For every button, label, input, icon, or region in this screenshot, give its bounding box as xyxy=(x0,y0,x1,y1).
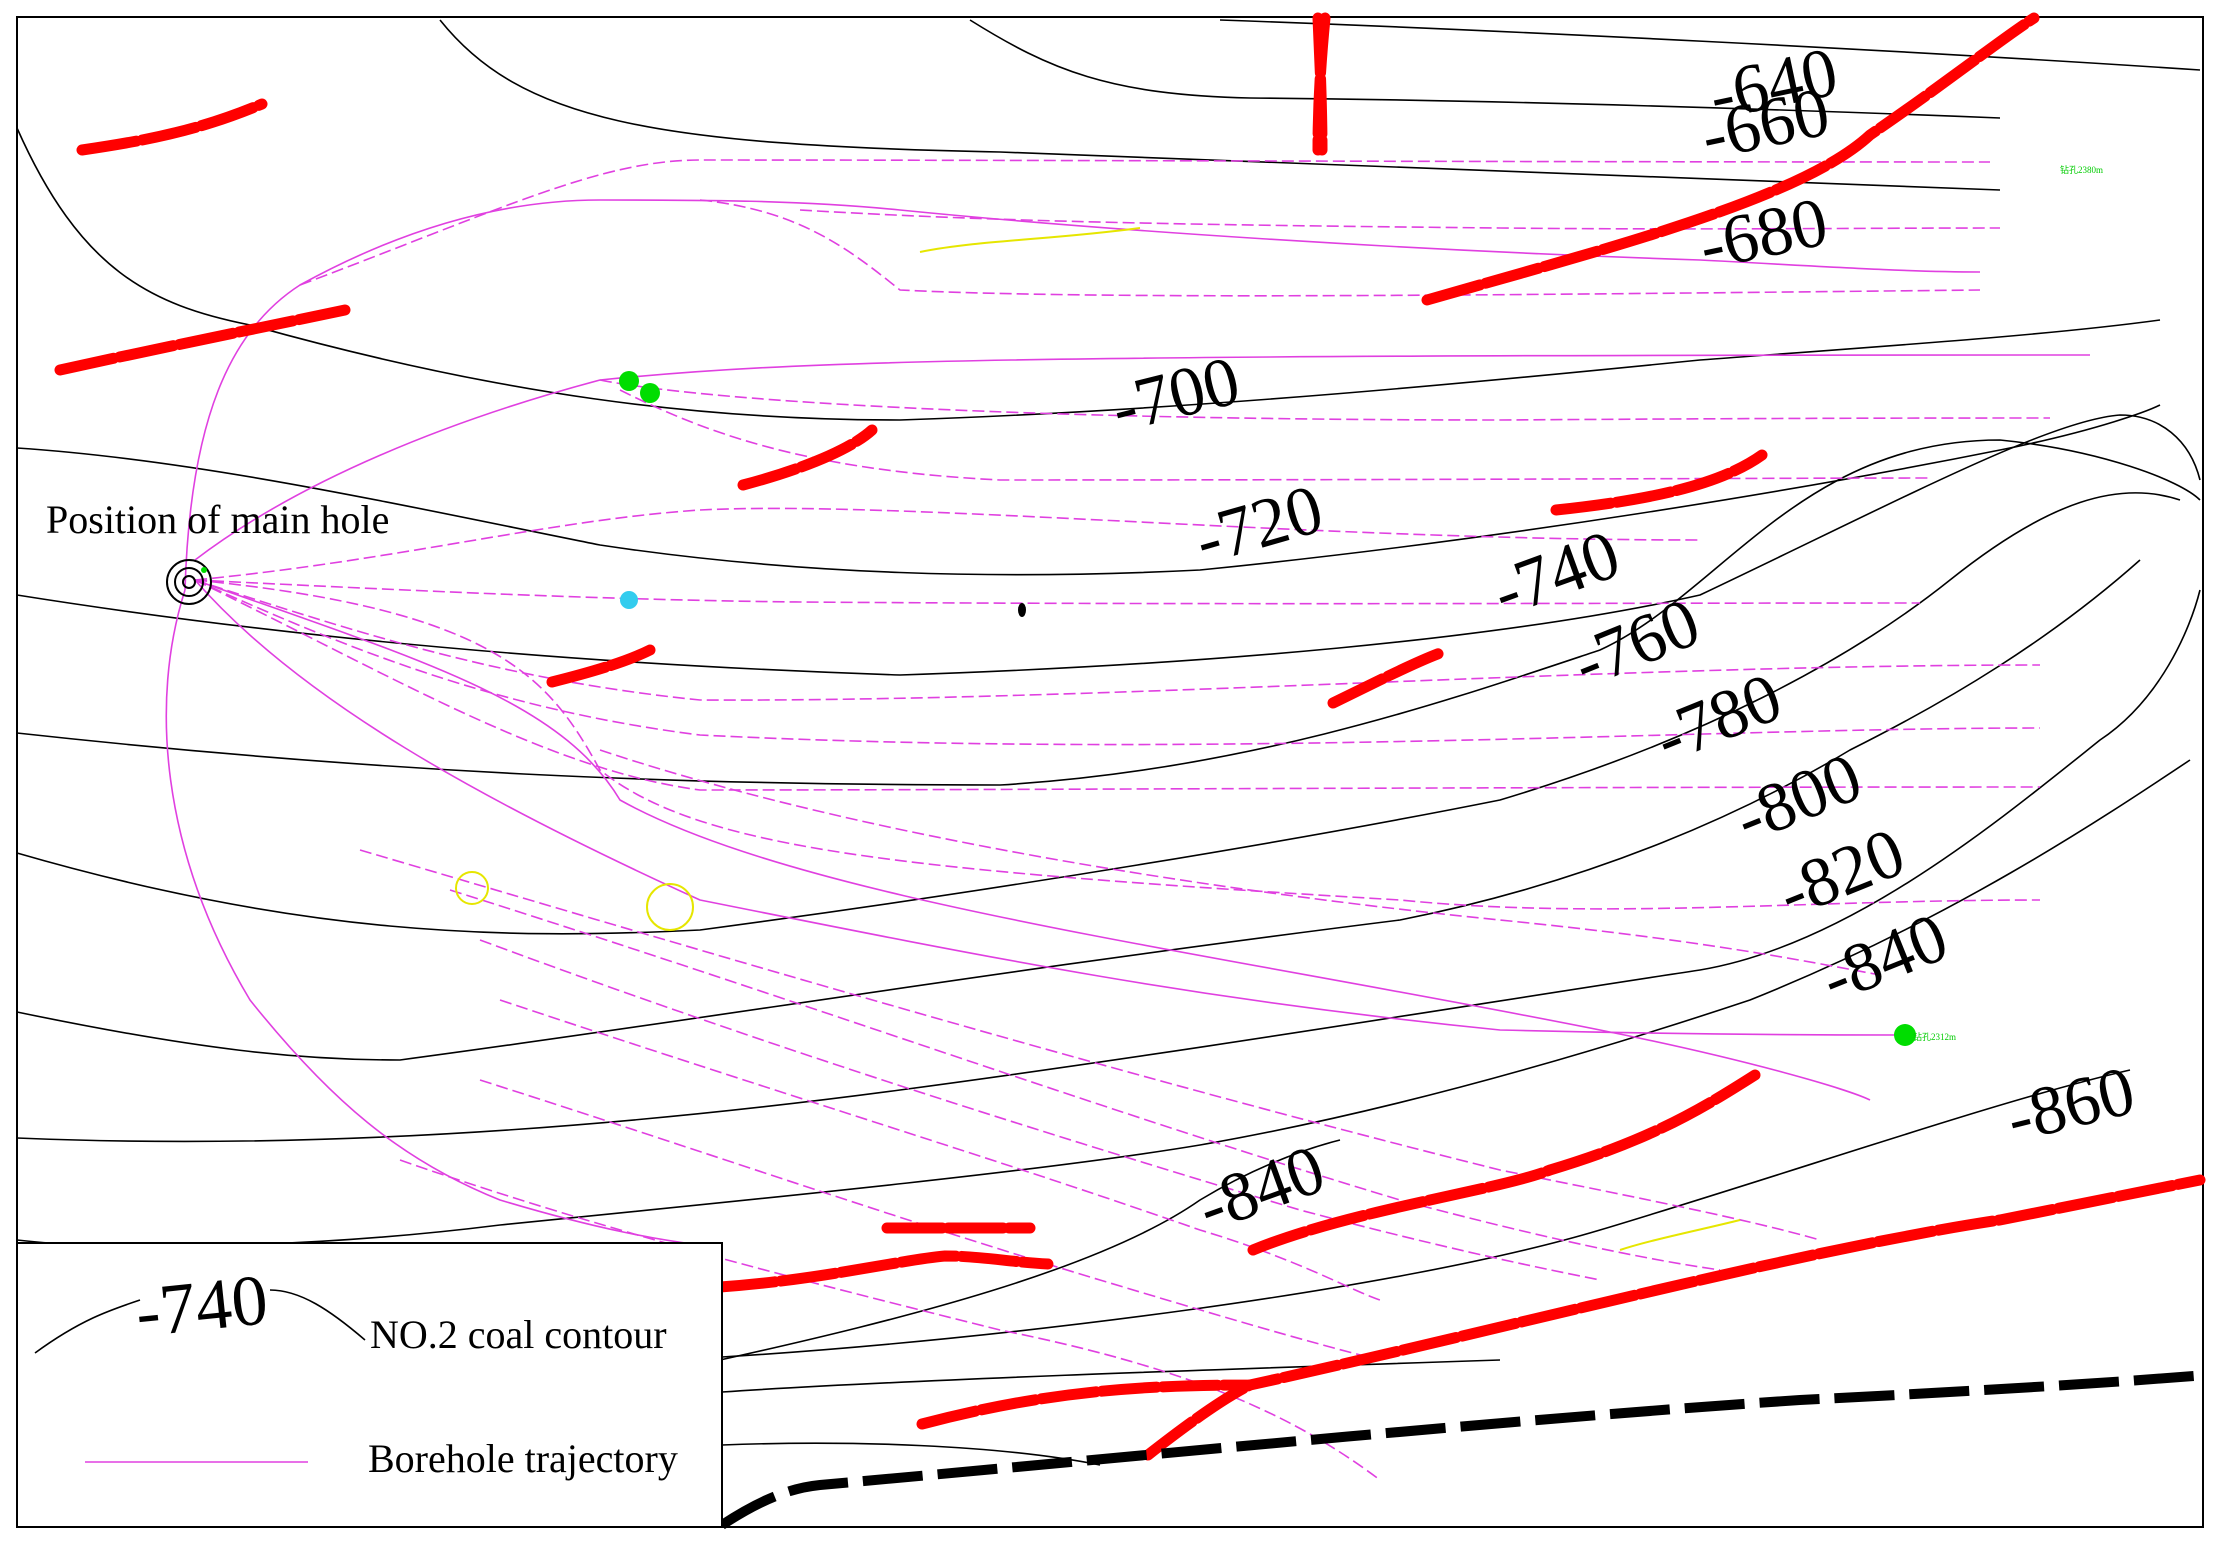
borehole-trajectory xyxy=(299,159,1991,286)
borehole-trajectory xyxy=(165,589,701,1246)
contour-line-760 xyxy=(16,439,2201,786)
green-point-marker xyxy=(1894,1024,1916,1046)
fault-line xyxy=(54,304,351,376)
contour-line-780 xyxy=(16,491,2181,935)
legend-contour-value: -740 xyxy=(132,1259,272,1352)
borehole-trajectory xyxy=(194,579,1901,1036)
contour-line-640 xyxy=(1219,19,2201,71)
fault-line xyxy=(1247,1069,1761,1256)
contour-line-840 xyxy=(16,759,2191,1248)
yellow-circle xyxy=(455,871,489,905)
contour-lines xyxy=(16,19,2201,1466)
borehole-trajectory xyxy=(184,199,1981,591)
borehole-trajectory xyxy=(599,379,2051,421)
legend-contour-label: NO.2 coal contour xyxy=(370,1312,667,1357)
borehole-trajectory xyxy=(449,889,1721,1271)
yellow-circle xyxy=(646,883,694,931)
main-hole-label: Position of main hole xyxy=(46,497,389,542)
borehole-trajectory xyxy=(194,579,2041,791)
yellow-trace xyxy=(1619,1219,1741,1251)
borehole-trajectory xyxy=(479,939,1601,1281)
borehole-trajectory xyxy=(194,507,1701,581)
fault-line xyxy=(1550,449,1768,516)
fault-line xyxy=(1312,12,1331,156)
contour-line-720 xyxy=(16,404,2161,576)
main-hole-marker xyxy=(166,559,212,605)
fault-lines xyxy=(54,12,2206,1461)
borehole-trajectory xyxy=(499,999,1381,1301)
fault-line xyxy=(916,1174,2206,1430)
fault-line xyxy=(1327,646,1449,709)
borehole-trajectories xyxy=(165,159,2091,1481)
cyan-point-marker xyxy=(620,591,638,609)
contour-line-820 xyxy=(16,589,2201,1143)
borehole-trajectory xyxy=(194,579,2041,746)
green-point-marker xyxy=(619,371,639,391)
borehole-trajectory xyxy=(194,579,1871,1101)
fault-line xyxy=(76,98,268,156)
green-point-marker xyxy=(640,383,660,403)
borehole-trajectory xyxy=(399,1159,1381,1481)
fault-line xyxy=(737,424,878,491)
contour-line-700 xyxy=(16,127,2161,421)
borehole-trajectory xyxy=(619,389,1931,481)
contour-line-840-lower xyxy=(719,1139,1341,1361)
small-tag: 钻孔2312m xyxy=(1913,1031,1956,1042)
contour-line-680 xyxy=(439,19,2001,191)
contour-line-800 xyxy=(16,559,2141,1061)
contour-line-660 xyxy=(969,19,2001,119)
borehole-trajectory xyxy=(194,579,2041,910)
borehole-trajectory xyxy=(359,849,1821,1241)
fault-line xyxy=(1142,1379,1256,1461)
contour-line-900 xyxy=(721,1442,1101,1466)
legend-box xyxy=(16,1242,723,1528)
contour-line-880 xyxy=(721,1359,1501,1393)
legend: -740 NO.2 coal contour Borehole trajecto… xyxy=(16,1242,723,1528)
borehole-trajectory xyxy=(599,749,1881,976)
legend-contour-line xyxy=(34,1289,366,1354)
yellow-trace xyxy=(919,227,1141,253)
fault-line xyxy=(714,1250,1054,1293)
borehole-trajectory xyxy=(699,199,1981,297)
small-tag: 钻孔2380m xyxy=(2060,164,2103,175)
fault-line xyxy=(1421,12,2040,306)
point-markers xyxy=(619,371,1916,1046)
borehole-trajectory xyxy=(799,209,2001,230)
borehole-trajectory xyxy=(194,354,2091,561)
borehole-trajectory xyxy=(194,579,1921,605)
yellow-features xyxy=(455,227,1741,1251)
boundary-line xyxy=(719,1370,2206,1530)
fault-line xyxy=(546,644,656,688)
contour-line-740 xyxy=(16,414,2201,676)
borehole-trajectory xyxy=(194,579,2041,701)
legend-trajectory-label: Borehole trajectory xyxy=(368,1436,678,1481)
black-point-marker xyxy=(1018,603,1026,617)
contour-line-860 xyxy=(721,1069,2131,1358)
